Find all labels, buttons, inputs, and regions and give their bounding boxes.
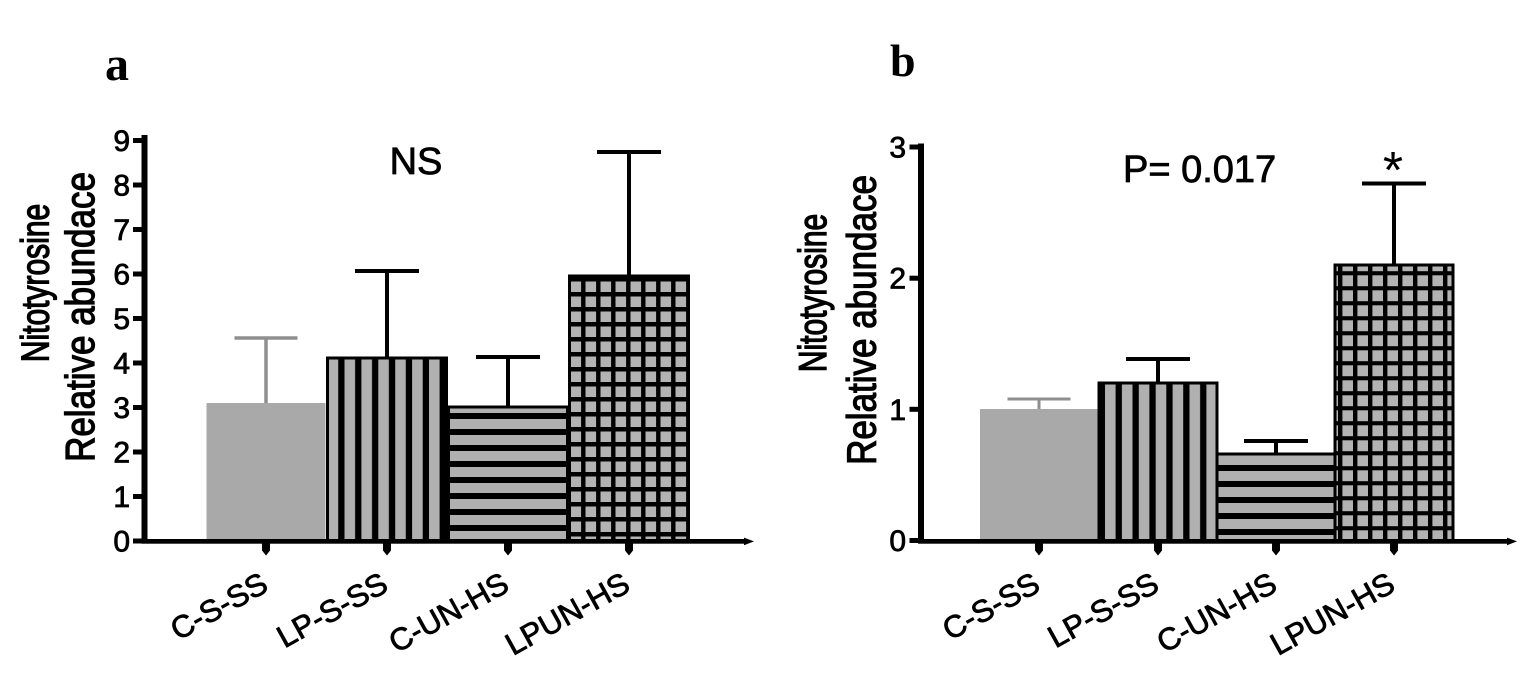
svg-text:Nitotyrosine: Nitotyrosine — [15, 204, 58, 362]
svg-text:7: 7 — [113, 214, 130, 247]
svg-text:Relative abundace: Relative abundace — [840, 175, 885, 465]
svg-text:6: 6 — [113, 259, 130, 292]
svg-text:3: 3 — [113, 392, 130, 425]
svg-text:9: 9 — [113, 125, 130, 158]
svg-text:3: 3 — [889, 132, 906, 165]
svg-text:Relative abundace: Relative abundace — [59, 172, 104, 462]
svg-text:4: 4 — [113, 348, 130, 381]
svg-text:*: * — [1383, 142, 1403, 200]
svg-text:1: 1 — [889, 394, 906, 427]
svg-text:Nitotyrosine: Nitotyrosine — [792, 214, 835, 372]
svg-text:1: 1 — [113, 481, 130, 514]
svg-text:NS: NS — [390, 141, 443, 183]
svg-text:8: 8 — [113, 170, 130, 203]
svg-text:0: 0 — [113, 526, 130, 559]
svg-text:2: 2 — [113, 437, 130, 470]
svg-text:b: b — [890, 35, 916, 86]
svg-text:0: 0 — [889, 525, 906, 558]
svg-text:5: 5 — [113, 303, 130, 336]
svg-text:2: 2 — [889, 263, 906, 296]
svg-text:P= 0.017: P= 0.017 — [1123, 149, 1276, 191]
svg-text:a: a — [105, 38, 129, 91]
